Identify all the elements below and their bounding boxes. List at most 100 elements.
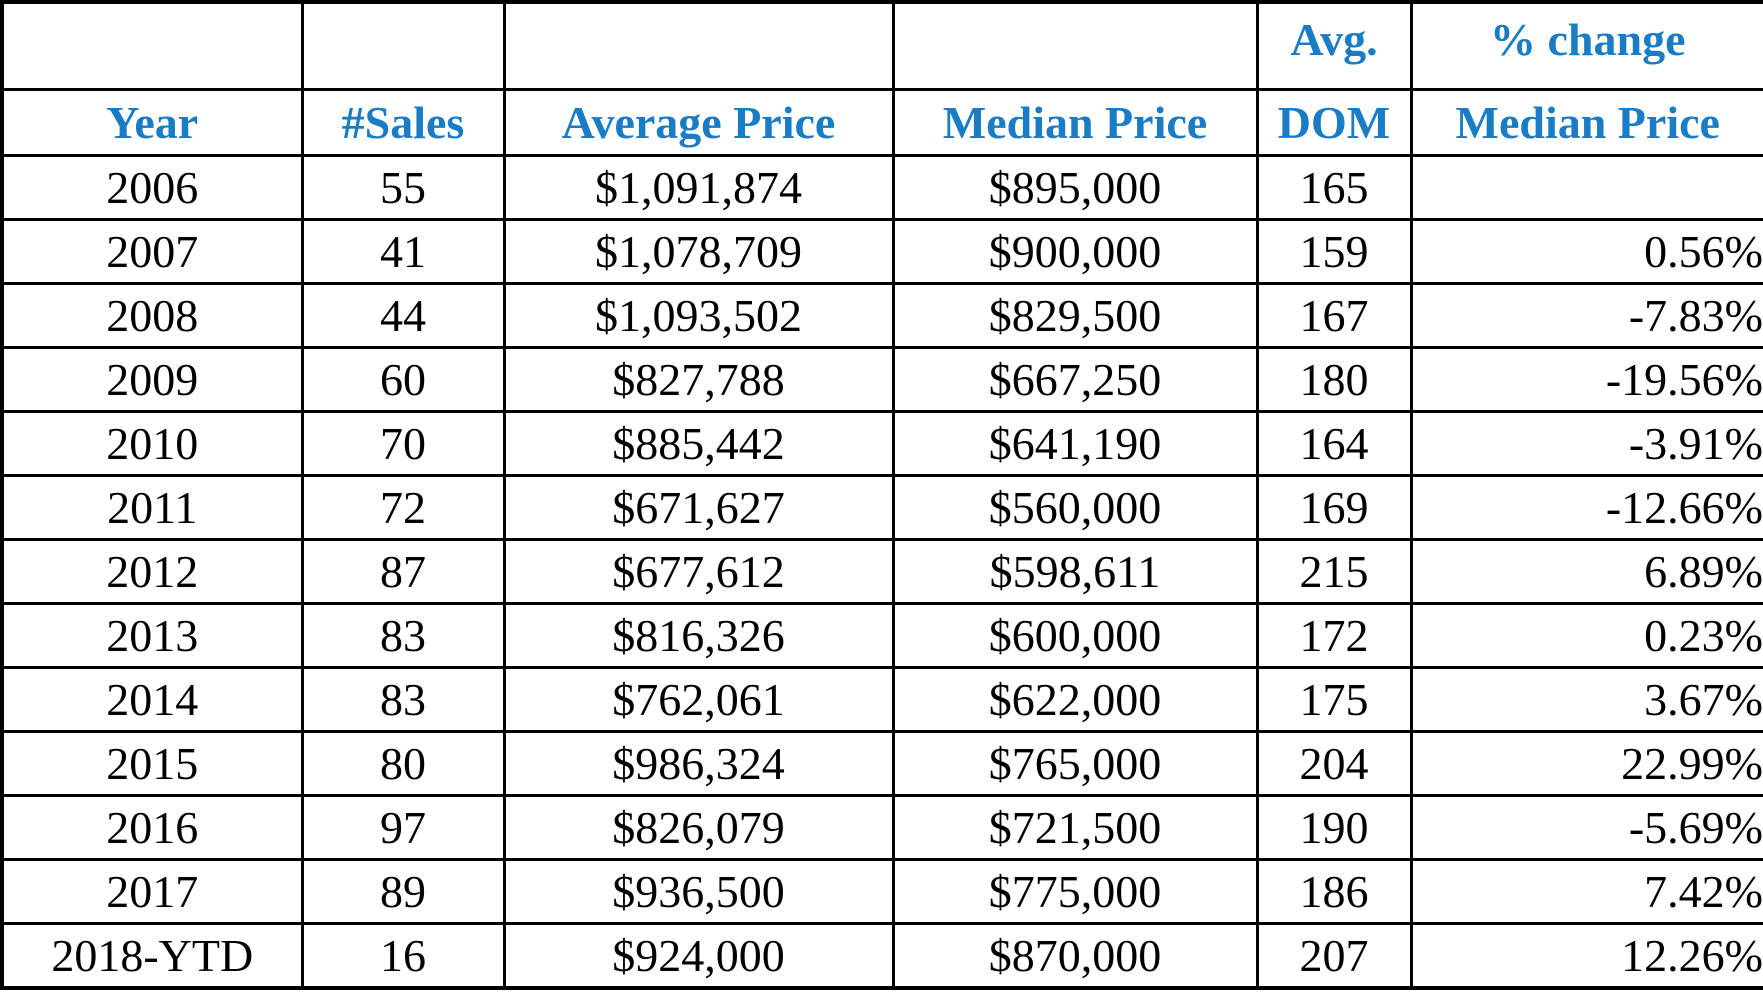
table-body: 2006 55 $1,091,874 $895,000 165 2007 41 $1,078,…: [0, 154, 1763, 990]
cell-average-price: $1,078,709: [502, 218, 895, 285]
cell-average-price: $1,093,502: [502, 282, 895, 349]
cell-year: 2008: [0, 282, 304, 349]
cell-pct-change: 12.26%: [1409, 922, 1763, 990]
cell-year: 2014: [0, 666, 304, 733]
cell-median-price: $870,000: [891, 922, 1259, 990]
cell-pct-change: 0.23%: [1409, 602, 1763, 669]
table-row: 2017 89 $936,500 $775,000 186 7.42%: [0, 858, 1763, 925]
cell-pct-change: -7.83%: [1409, 282, 1763, 349]
header-top-dom: Avg.: [1255, 0, 1413, 91]
cell-median-price: $622,000: [891, 666, 1259, 733]
cell-average-price: $826,079: [502, 794, 895, 861]
cell-sales: 44: [300, 282, 506, 349]
cell-median-price: $667,250: [891, 346, 1259, 413]
cell-year: 2013: [0, 602, 304, 669]
cell-pct-change: 6.89%: [1409, 538, 1763, 605]
header-top-median-price: [891, 0, 1259, 91]
table-row: 2018-YTD 16 $924,000 $870,000 207 12.26%: [0, 922, 1763, 990]
header-top-pct-change-label: % change: [1490, 14, 1686, 65]
table-row: 2010 70 $885,442 $641,190 164 -3.91%: [0, 410, 1763, 477]
cell-pct-change: -12.66%: [1409, 474, 1763, 541]
cell-median-price: $598,611: [891, 538, 1259, 605]
cell-pct-change: 0.56%: [1409, 218, 1763, 285]
cell-median-price: $560,000: [891, 474, 1259, 541]
header-top-median-price-label: [896, 40, 1254, 52]
cell-sales: 16: [300, 922, 506, 990]
cell-median-price: $775,000: [891, 858, 1259, 925]
cell-sales: 83: [300, 602, 506, 669]
header-top-average-price: [502, 0, 895, 91]
cell-average-price: $936,500: [502, 858, 895, 925]
cell-pct-change: 22.99%: [1409, 730, 1763, 797]
header-top-sales-label: [305, 40, 501, 52]
cell-year: 2007: [0, 218, 304, 285]
cell-dom: 164: [1255, 410, 1413, 477]
header-median-price: Median Price: [891, 88, 1259, 157]
cell-average-price: $1,091,874: [502, 154, 895, 221]
cell-year: 2010: [0, 410, 304, 477]
cell-average-price: $816,326: [502, 602, 895, 669]
cell-year: 2017: [0, 858, 304, 925]
table-row: 2014 83 $762,061 $622,000 175 3.67%: [0, 666, 1763, 733]
cell-dom: 204: [1255, 730, 1413, 797]
cell-dom: 159: [1255, 218, 1413, 285]
cell-dom: 165: [1255, 154, 1413, 221]
header-row-top: Avg. % change: [0, 0, 1763, 91]
cell-sales: 97: [300, 794, 506, 861]
cell-median-price: $641,190: [891, 410, 1259, 477]
cell-sales: 72: [300, 474, 506, 541]
header-pct-change-median-price: Median Price: [1409, 88, 1763, 157]
table-row: 2012 87 $677,612 $598,611 215 6.89%: [0, 538, 1763, 605]
cell-sales: 41: [300, 218, 506, 285]
cell-dom: 207: [1255, 922, 1413, 990]
cell-pct-change: 3.67%: [1409, 666, 1763, 733]
table-row: 2013 83 $816,326 $600,000 172 0.23%: [0, 602, 1763, 669]
cell-pct-change: 7.42%: [1409, 858, 1763, 925]
cell-median-price: $900,000: [891, 218, 1259, 285]
table-row: 2011 72 $671,627 $560,000 169 -12.66%: [0, 474, 1763, 541]
cell-median-price: $600,000: [891, 602, 1259, 669]
cell-year: 2012: [0, 538, 304, 605]
cell-dom: 167: [1255, 282, 1413, 349]
cell-year: 2016: [0, 794, 304, 861]
header-top-year-label: [5, 40, 299, 52]
cell-pct-change: -19.56%: [1409, 346, 1763, 413]
cell-pct-change: -5.69%: [1409, 794, 1763, 861]
header-row-bottom: Year #Sales Average Price Median Price D…: [0, 88, 1763, 157]
cell-dom: 169: [1255, 474, 1413, 541]
header-top-average-price-label: [507, 40, 890, 52]
cell-sales: 83: [300, 666, 506, 733]
cell-dom: 175: [1255, 666, 1413, 733]
table-row: 2008 44 $1,093,502 $829,500 167 -7.83%: [0, 282, 1763, 349]
cell-pct-change: -3.91%: [1409, 410, 1763, 477]
header-average-price: Average Price: [502, 88, 895, 157]
cell-year: 2011: [0, 474, 304, 541]
cell-sales: 87: [300, 538, 506, 605]
cell-dom: 172: [1255, 602, 1413, 669]
cell-average-price: $677,612: [502, 538, 895, 605]
table-row: 2015 80 $986,324 $765,000 204 22.99%: [0, 730, 1763, 797]
header-sales: #Sales: [300, 88, 506, 157]
table-row: 2006 55 $1,091,874 $895,000 165: [0, 154, 1763, 221]
table-row: 2016 97 $826,079 $721,500 190 -5.69%: [0, 794, 1763, 861]
cell-average-price: $827,788: [502, 346, 895, 413]
cell-year: 2018-YTD: [0, 922, 304, 990]
cell-median-price: $765,000: [891, 730, 1259, 797]
cell-year: 2015: [0, 730, 304, 797]
cell-sales: 55: [300, 154, 506, 221]
header-top-year: [0, 0, 304, 91]
header-top-pct-change: % change: [1409, 0, 1763, 91]
cell-sales: 60: [300, 346, 506, 413]
cell-average-price: $924,000: [502, 922, 895, 990]
cell-average-price: $885,442: [502, 410, 895, 477]
cell-average-price: $986,324: [502, 730, 895, 797]
cell-sales: 70: [300, 410, 506, 477]
cell-sales: 80: [300, 730, 506, 797]
cell-median-price: $895,000: [891, 154, 1259, 221]
cell-dom: 215: [1255, 538, 1413, 605]
cell-sales: 89: [300, 858, 506, 925]
table-row: 2009 60 $827,788 $667,250 180 -19.56%: [0, 346, 1763, 413]
cell-average-price: $671,627: [502, 474, 895, 541]
header-dom: DOM: [1255, 88, 1413, 157]
